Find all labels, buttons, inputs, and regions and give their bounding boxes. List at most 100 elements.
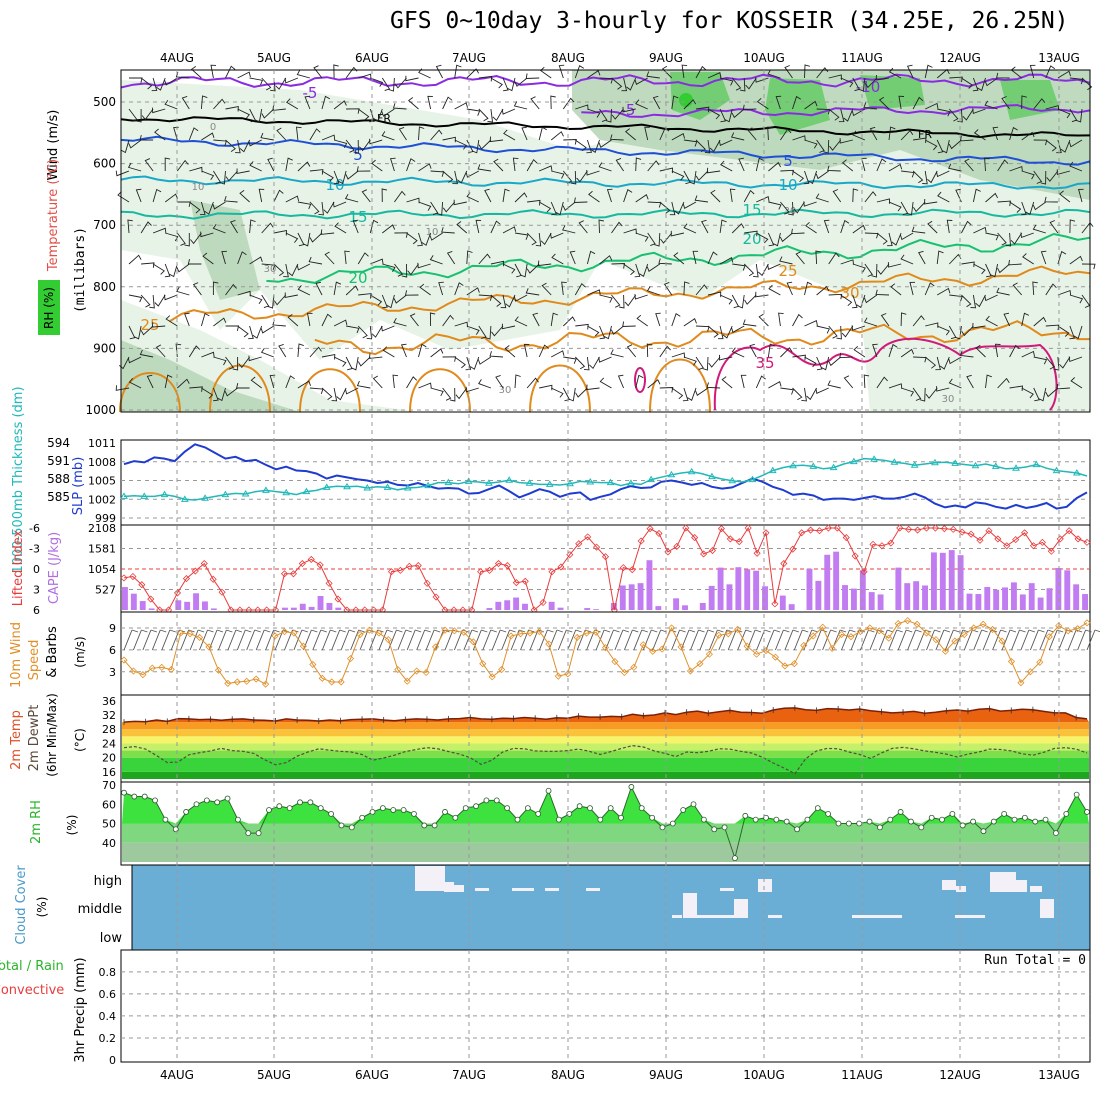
wind10m-barb-flag [943, 629, 951, 633]
wind-barb [816, 139, 825, 153]
wind-barb [551, 253, 564, 265]
wind-barb [610, 134, 624, 141]
wind-barb [213, 317, 227, 327]
thickness-marker [1072, 469, 1081, 476]
wind-barb [961, 77, 974, 89]
cape-bar [957, 555, 964, 610]
wind-barb [217, 387, 226, 402]
rh-marker [307, 799, 314, 806]
thickness-marker [667, 470, 676, 478]
wind-barb [689, 170, 697, 185]
wind-barb [478, 325, 487, 340]
wind-barb [1057, 289, 1072, 296]
wind-barb [285, 98, 299, 110]
cape-bar [504, 600, 511, 610]
wind-barb [838, 108, 845, 123]
wind-barb [373, 108, 383, 122]
bottom-date-label: 10AUG [743, 1068, 785, 1082]
top-date-label: 5AUG [257, 51, 291, 65]
cape-bar [824, 554, 831, 610]
wind10m-barb-flag [481, 629, 488, 633]
wind-barb [338, 170, 347, 185]
wind-barb [164, 157, 171, 171]
wind-barb [490, 294, 502, 307]
thickness-marker [485, 479, 493, 486]
precip-tick-label: 0 [109, 1054, 116, 1067]
wind-barb [644, 126, 650, 141]
wind10m-barb [217, 629, 227, 651]
wind10m-barb-flag [396, 629, 403, 633]
wind-barb [639, 263, 649, 277]
wind-barb [417, 232, 423, 247]
rh-shading-region [860, 75, 925, 110]
wind-barb [386, 294, 395, 309]
wind-barb [430, 129, 443, 141]
wind-barb [757, 263, 769, 277]
wind-barb [839, 352, 853, 359]
precip-tick-label: 0.6 [99, 988, 117, 1001]
wind-barb [925, 387, 938, 399]
wind-barb [273, 294, 287, 306]
wind-speed-marker [413, 667, 421, 675]
wind-barb [708, 356, 721, 368]
wind-barb [658, 258, 672, 265]
wind-speed-marker [148, 664, 156, 672]
wind-barb [478, 253, 491, 265]
rh-tick-label: 50 [102, 818, 116, 831]
wind-barb [358, 73, 372, 80]
wind-speed-marker [1083, 619, 1091, 627]
wind-barb [729, 188, 736, 203]
wind-barb [446, 250, 456, 265]
wind-barb [863, 374, 870, 389]
wind-barb [731, 77, 742, 91]
wind-barb [803, 201, 817, 207]
temperature-contour-30 [119, 372, 181, 413]
wind10m-barb [548, 629, 558, 651]
wind-barb [199, 201, 206, 216]
wind-barb [707, 325, 719, 338]
cape-bar [913, 581, 920, 610]
wind-barb [939, 356, 950, 370]
wind-barb [626, 77, 637, 91]
rh-marker [286, 805, 293, 811]
temp-unit-label: (°C) [73, 728, 87, 752]
cape-bar [806, 568, 813, 610]
cape-bar [1046, 588, 1053, 610]
wind-speed-marker [819, 623, 827, 631]
wind-speed-marker [195, 633, 204, 642]
wind-barb [709, 139, 721, 153]
cloud-block [444, 882, 454, 892]
wind-barb [401, 263, 408, 278]
cape-bar [1055, 567, 1062, 610]
wind-barb [1045, 356, 1056, 370]
wind-barb [900, 348, 915, 358]
thickness-marker [687, 467, 696, 475]
wind-barb [449, 387, 456, 402]
cloud-unit-label: (%) [35, 897, 49, 918]
wind-barb [724, 108, 733, 123]
wind-barb [1060, 139, 1071, 153]
wind-barb [357, 108, 370, 121]
wind-barb [394, 77, 407, 89]
wind-barb [864, 263, 873, 277]
wind-barb [324, 251, 335, 265]
wind-speed-marker [318, 674, 326, 682]
cloud-block [1015, 880, 1027, 892]
wind-barb [532, 312, 540, 327]
wind-barb [357, 325, 368, 339]
wind-speed-marker [224, 679, 232, 687]
rh-marker [597, 816, 604, 823]
wind-barb [599, 325, 606, 340]
wind10m-barb-flag [339, 629, 346, 633]
wind-barb [984, 100, 998, 110]
lifted-index-marker [896, 524, 904, 532]
wind-barb [948, 163, 962, 172]
wind-barb [128, 294, 143, 303]
wind-barb [297, 380, 311, 389]
pressure-tick-label: 600 [93, 157, 116, 171]
wind-barb [852, 130, 866, 141]
wind-barb [427, 95, 433, 110]
wind10m-barb [888, 629, 898, 651]
contour-label: 30 [942, 394, 955, 405]
lifted-index-marker [673, 542, 681, 551]
